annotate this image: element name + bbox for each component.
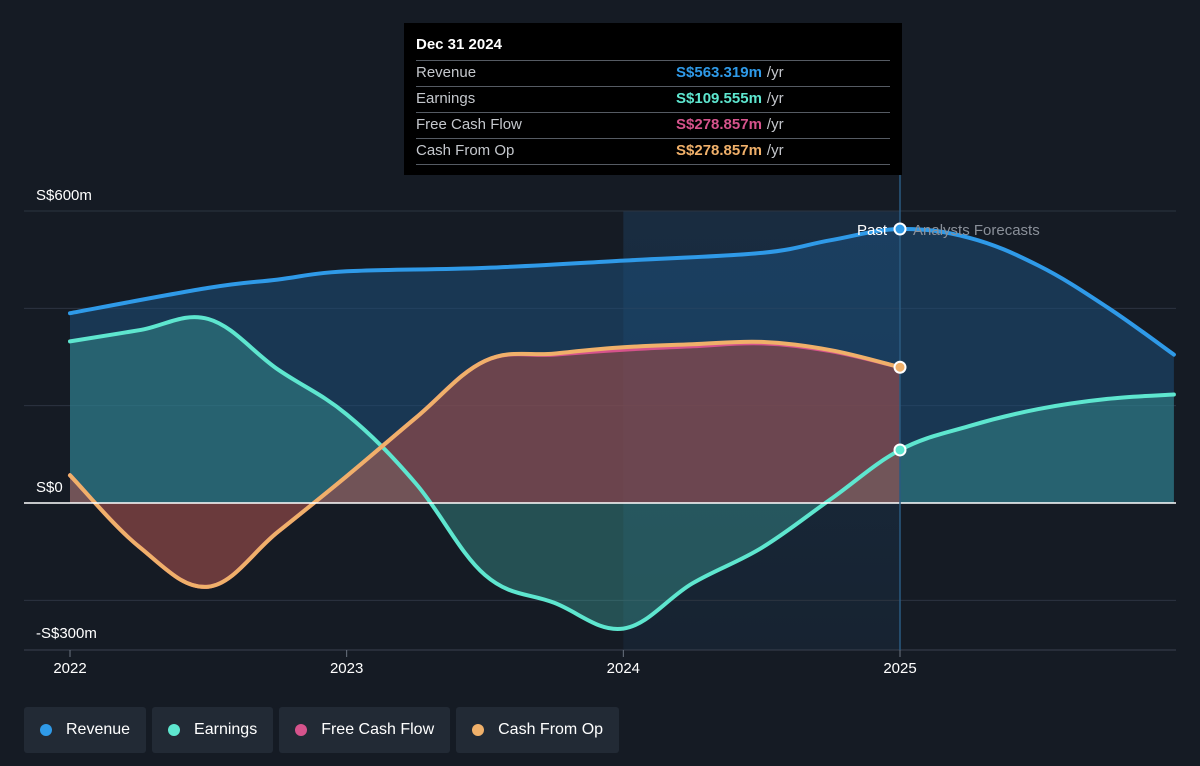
tooltip-value: S$278.857m	[676, 142, 762, 159]
legend-dot-icon	[40, 724, 52, 736]
legend-dot-icon	[295, 724, 308, 736]
legend-label: Free Cash Flow	[321, 721, 435, 738]
tooltip-value: S$109.555m	[676, 90, 762, 107]
tooltip-value: S$278.857m	[676, 116, 762, 133]
x-tick-label: 2023	[330, 660, 363, 677]
tooltip-row-revenue: Revenue S$563.319m /yr	[416, 60, 890, 86]
cash-from-op-area	[70, 341, 900, 587]
revenue-end-dot	[893, 222, 907, 236]
legend-label: Revenue	[66, 721, 131, 738]
tooltip-unit: /yr	[766, 64, 784, 81]
tooltip-unit: /yr	[766, 142, 784, 159]
legend-label: Earnings	[194, 721, 258, 738]
tooltip-date: Dec 31 2024	[416, 36, 502, 53]
earnings-area	[70, 317, 1174, 630]
cash-from-op-end-dot	[893, 360, 907, 374]
tooltip-label: Free Cash Flow	[416, 116, 522, 133]
y-tick-label: S$600m	[36, 187, 92, 204]
legend-item-cash-from-op[interactable]: Cash From Op	[456, 707, 620, 753]
x-tick-label: 2022	[53, 660, 86, 677]
tooltip-row-earnings: Earnings S$109.555m /yr	[416, 86, 890, 112]
tooltip-label: Earnings	[416, 90, 476, 107]
cash-from-op-line	[68, 339, 902, 589]
tooltip-unit: /yr	[766, 90, 784, 107]
tooltip-row-cash-from-op: Cash From Op S$278.857m /yr	[416, 138, 890, 165]
tooltip-value: S$563.319m	[676, 64, 762, 81]
legend-item-revenue[interactable]: Revenue	[24, 707, 147, 753]
free-cash-flow-area	[70, 343, 900, 587]
legend-dot-icon	[168, 724, 181, 736]
tooltip-label: Cash From Op	[416, 142, 515, 159]
x-tick-label: 2025	[883, 660, 916, 677]
earnings-line	[68, 315, 1176, 631]
y-tick-label: -S$300m	[36, 625, 97, 642]
x-tick-label: 2024	[607, 660, 640, 677]
forecast-label: Analysts Forecasts	[913, 222, 1040, 239]
legend-item-earnings[interactable]: Earnings	[152, 707, 274, 753]
legend: Revenue Earnings Free Cash Flow Cash Fro…	[24, 707, 620, 753]
y-tick-label: S$0	[36, 479, 63, 496]
legend-label: Cash From Op	[498, 721, 604, 738]
legend-dot-icon	[472, 724, 485, 736]
legend-item-free-cash-flow[interactable]: Free Cash Flow	[279, 707, 451, 753]
tooltip-row-free-cash-flow: Free Cash Flow S$278.857m /yr	[416, 112, 890, 138]
earnings-end-dot	[893, 443, 907, 457]
revenue-line	[68, 226, 1176, 357]
revenue-area	[70, 228, 1174, 503]
past-label: Past	[857, 222, 888, 239]
tooltip: Dec 31 2024 Revenue S$563.319m /yr Earni…	[404, 23, 902, 175]
tooltip-unit: /yr	[766, 116, 784, 133]
tooltip-label: Revenue	[416, 64, 477, 81]
